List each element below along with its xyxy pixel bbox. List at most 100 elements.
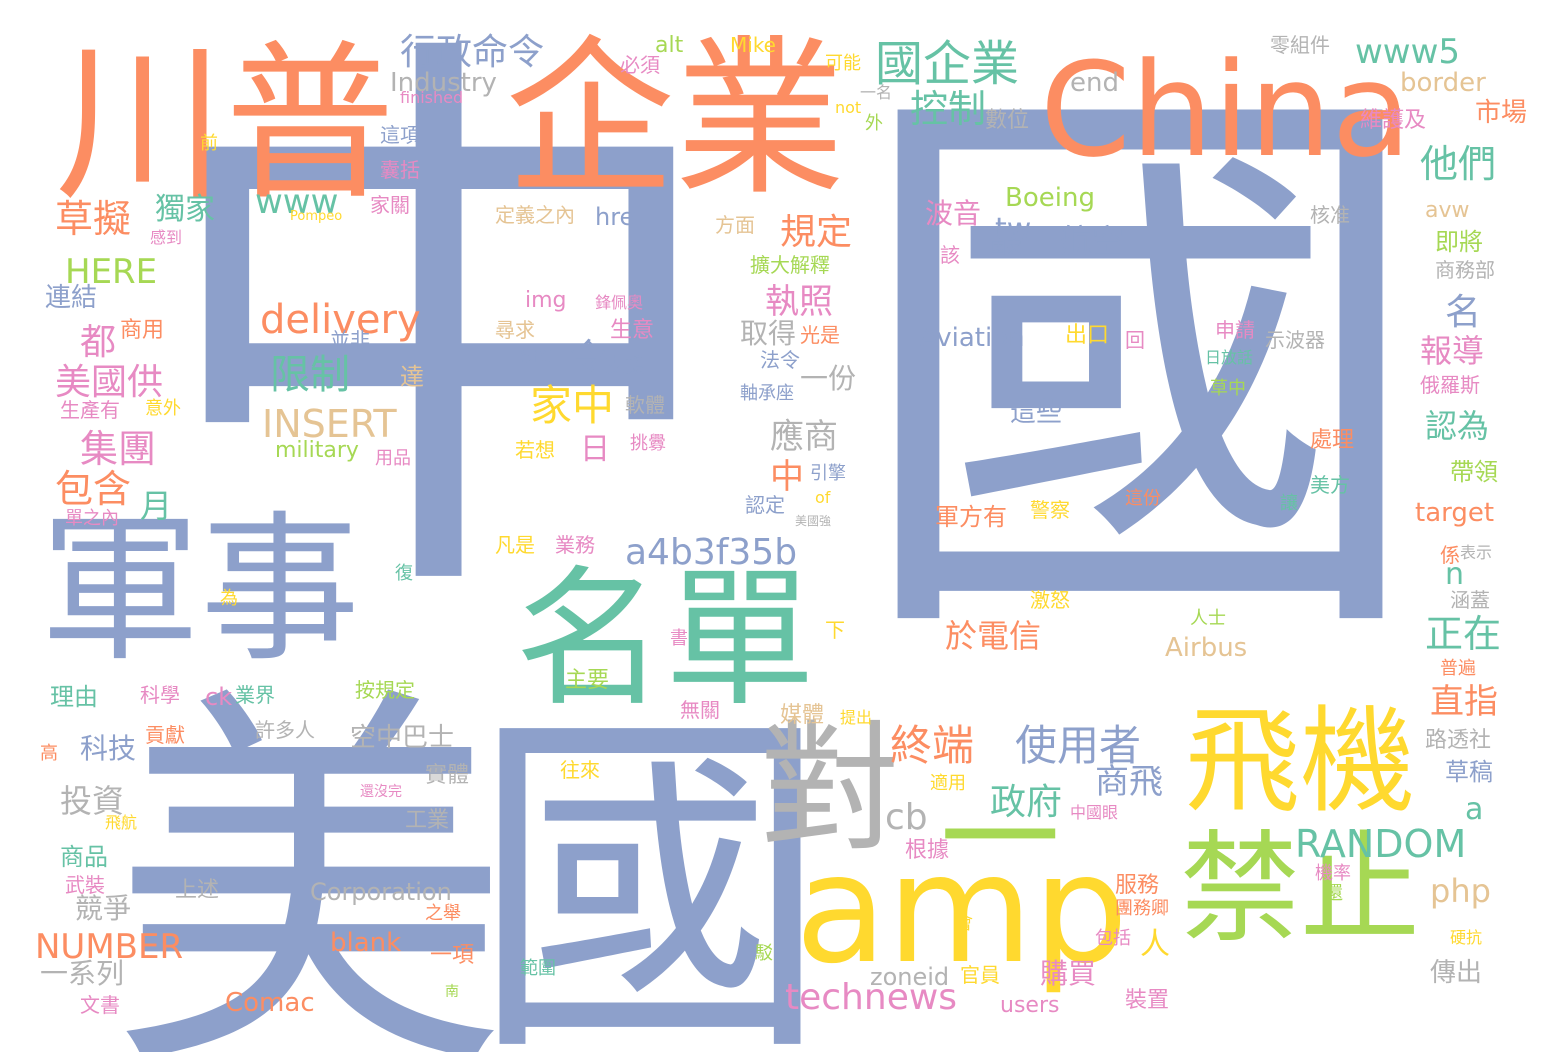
cloud-word: 美國供 — [55, 362, 164, 403]
cloud-word: ck — [205, 683, 233, 711]
cloud-word: delivery — [260, 297, 421, 343]
cloud-word: 按規定 — [355, 678, 415, 702]
cloud-word: 取得 — [740, 317, 797, 350]
cloud-word: 商務部 — [1435, 258, 1495, 282]
cloud-word: 媒體 — [780, 703, 825, 728]
cloud-word: 裝置 — [1125, 988, 1170, 1013]
cloud-word: 市場 — [1475, 98, 1528, 128]
cloud-word: 還沒完 — [360, 784, 402, 800]
cloud-word: 行政命令 — [400, 32, 545, 73]
cloud-word: 家中 — [530, 381, 615, 430]
cloud-word: amp — [795, 823, 1129, 997]
cloud-word: 科學 — [140, 683, 180, 707]
cloud-word: 申請 — [1215, 318, 1255, 342]
cloud-word: 終端 — [890, 721, 975, 770]
cloud-word: 還 — [1325, 883, 1343, 904]
cloud-word: 草中 — [1210, 378, 1246, 399]
cloud-word: Boeing — [1005, 183, 1095, 213]
cloud-word: 控制 — [910, 87, 987, 131]
cloud-word: INSERT — [262, 402, 397, 446]
cloud-word: 一份 — [800, 362, 857, 395]
cloud-word: 商用 — [120, 318, 165, 343]
cloud-word: 必須 — [620, 53, 660, 77]
cloud-word: 日 — [580, 432, 610, 467]
cloud-word: 航空 — [1060, 222, 1125, 260]
cloud-word: 購買 — [1040, 957, 1097, 990]
cloud-word: 該 — [940, 243, 960, 267]
cloud-word: 草擬 — [55, 197, 132, 241]
cloud-word: href — [595, 203, 643, 231]
cloud-word: 業界 — [235, 683, 275, 707]
cloud-word: 官員 — [960, 963, 1000, 987]
cloud-word: 囊括 — [380, 158, 420, 182]
cloud-word: 一項 — [430, 943, 475, 968]
cloud-word: border — [1400, 68, 1486, 98]
cloud-word: 工業 — [405, 808, 450, 833]
cloud-word: 科技 — [80, 732, 137, 765]
cloud-word: 一 — [940, 770, 1060, 909]
cloud-word: 方面 — [715, 213, 755, 237]
cloud-word: 直指 — [1430, 682, 1498, 722]
cloud-word: 軸承座 — [740, 383, 794, 404]
cloud-word: 美 — [110, 657, 510, 1052]
cloud-word: NUMBER — [35, 927, 184, 967]
cloud-word: 軍方有 — [935, 503, 1007, 531]
cloud-word: 中國眼 — [1070, 803, 1119, 822]
cloud-word: a4b3f35b — [625, 532, 798, 573]
cloud-word: 路透社 — [1425, 728, 1492, 753]
cloud-word: 適用 — [930, 773, 966, 794]
cloud-word: Aviation — [920, 323, 1025, 353]
cloud-word: php — [1430, 872, 1491, 910]
cloud-word: 即將 — [1435, 228, 1483, 256]
cloud-word: 飛航 — [105, 813, 138, 832]
cloud-word: 名 — [1445, 292, 1482, 333]
cloud-word: 人士 — [1190, 608, 1226, 629]
cloud-word: 感到 — [150, 228, 183, 247]
cloud-word: 復 — [395, 563, 413, 584]
cloud-word: 示波器 — [1265, 328, 1325, 352]
cloud-word: 回 — [1125, 328, 1145, 352]
cloud-word: 為 — [220, 588, 238, 609]
cloud-word: 空中巴士 — [350, 723, 455, 753]
cloud-word: 應商 — [770, 417, 838, 457]
cloud-word: 都 — [80, 322, 117, 363]
cloud-word: Pompeo — [290, 209, 343, 224]
cloud-word: 涵蓋 — [1450, 588, 1490, 612]
cloud-word: 支援 — [605, 353, 645, 377]
cloud-word: 一名 — [860, 83, 893, 102]
cloud-word: 主要 — [565, 668, 610, 693]
cloud-word: Mike — [730, 33, 776, 57]
cloud-word: 文書 — [80, 993, 120, 1017]
cloud-word: 往來 — [560, 758, 600, 782]
cloud-word: not — [835, 98, 862, 117]
cloud-word: 美方 — [1310, 473, 1350, 497]
cloud-word: 普遍 — [1440, 658, 1476, 679]
cloud-word: 意外 — [145, 398, 181, 419]
cloud-word: avw — [1425, 198, 1470, 223]
cloud-word: a — [1465, 792, 1484, 827]
cloud-word: 認為 — [1425, 407, 1490, 445]
cloud-word: 國家 — [990, 238, 1023, 257]
cloud-word: 於電信 — [945, 617, 1042, 655]
cloud-word: 達 — [400, 363, 424, 391]
cloud-word: 川普 — [55, 26, 396, 224]
cloud-word: 尋求 — [495, 318, 535, 342]
cloud-word: 中 — [770, 457, 804, 497]
cloud-word: 服務 — [1115, 873, 1160, 898]
cloud-word: 正在 — [1425, 612, 1502, 656]
cloud-word: 武裝 — [65, 873, 105, 897]
cloud-word: end — [1070, 68, 1119, 98]
cloud-word: 帶領 — [1450, 458, 1498, 486]
cloud-word: 執照 — [765, 282, 833, 322]
cloud-word: 業務 — [555, 533, 595, 557]
cloud-word: 限制 — [270, 352, 350, 398]
cloud-word: RANDOM — [1295, 822, 1467, 866]
cloud-word: 傳出 — [1430, 958, 1483, 988]
cloud-word: 這份 — [1125, 488, 1161, 509]
cloud-word: 高 — [40, 743, 58, 764]
cloud-word: 書 — [670, 628, 688, 649]
cloud-word: 名單 — [515, 553, 816, 727]
cloud-word: 企業 — [505, 21, 846, 219]
cloud-word: 包括 — [1095, 928, 1131, 949]
cloud-word: 機率 — [1315, 863, 1351, 884]
